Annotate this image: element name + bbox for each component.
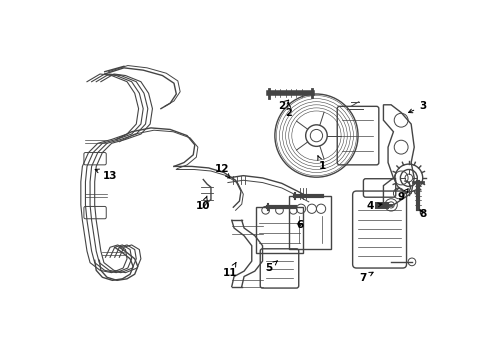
Text: 5: 5 (264, 261, 277, 273)
Text: 1: 1 (317, 156, 325, 171)
Text: 2: 2 (278, 100, 288, 111)
Text: 7: 7 (358, 272, 372, 283)
Text: 2: 2 (285, 103, 291, 118)
Text: 3: 3 (407, 101, 426, 113)
Text: 6: 6 (295, 220, 303, 230)
Text: 11: 11 (223, 262, 237, 278)
Text: 13: 13 (95, 169, 117, 181)
Text: 9: 9 (397, 189, 407, 202)
Text: 10: 10 (196, 196, 210, 211)
Text: 12: 12 (215, 165, 229, 178)
Text: 4: 4 (366, 202, 381, 211)
Text: 8: 8 (418, 209, 426, 219)
